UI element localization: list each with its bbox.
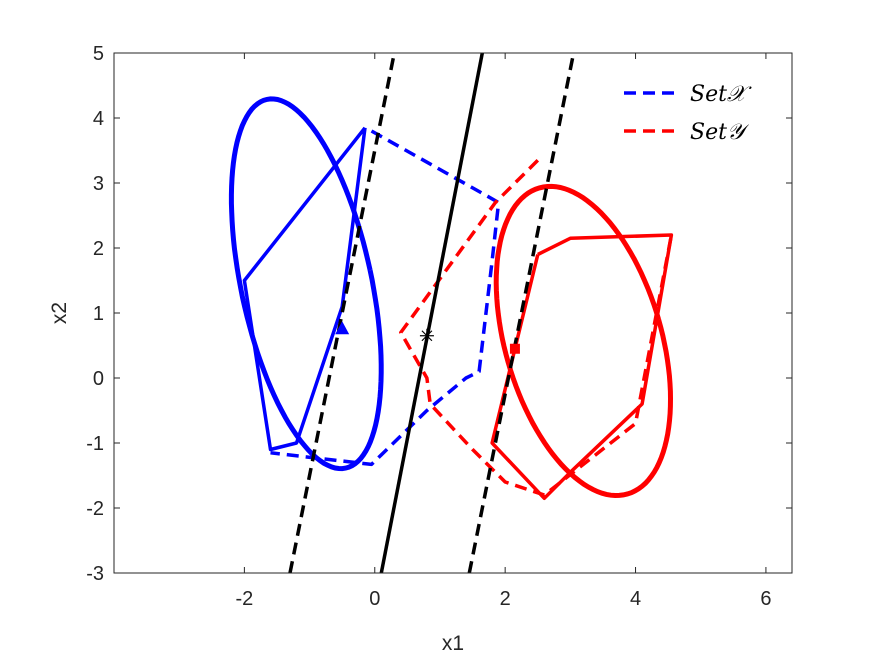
y-tick-label: 3 [93, 173, 104, 195]
series-line-2 [399, 159, 674, 497]
series-line-7 [467, 53, 576, 573]
asterisk-marker [419, 328, 434, 343]
y-tick-label: 2 [93, 238, 104, 260]
legend: Set𝒳 Set𝒴 [624, 82, 752, 145]
y-tick-label: 0 [93, 368, 104, 390]
y-tick-label: 5 [93, 43, 104, 65]
series-line-5 [379, 53, 485, 573]
ellipse-2 [493, 183, 674, 499]
y-tick-label: -2 [86, 498, 104, 520]
legend-label: Set𝒳 [690, 82, 752, 107]
y-axis-label: x2 [48, 302, 71, 324]
ellipse-1 [228, 96, 384, 472]
triangle-marker [335, 321, 350, 335]
y-axis: -3 -2 -1 0 1 2 3 4 5 [86, 43, 792, 585]
x-tick-label: -2 [235, 588, 253, 610]
y-tick-label: 1 [93, 303, 104, 325]
series-line-3 [242, 126, 367, 452]
x-axis-label: x1 [442, 632, 464, 655]
plot-area [228, 53, 674, 573]
series-line-4 [490, 233, 674, 501]
y-tick-label: -1 [86, 433, 104, 455]
x-tick-label: 4 [630, 588, 641, 610]
y-tick-label: -3 [86, 563, 104, 585]
y-tick-label: 4 [93, 108, 104, 130]
x-tick-label: 0 [369, 588, 380, 610]
plot-background [114, 53, 792, 573]
x-tick-label: 2 [500, 588, 511, 610]
x-axis: -2 0 2 4 6 [235, 53, 771, 610]
square-marker [509, 343, 520, 354]
series-line-1 [270, 129, 501, 467]
series-line-6 [288, 53, 397, 573]
legend-label: Set𝒴 [690, 120, 750, 145]
x-tick-label: 6 [760, 588, 771, 610]
